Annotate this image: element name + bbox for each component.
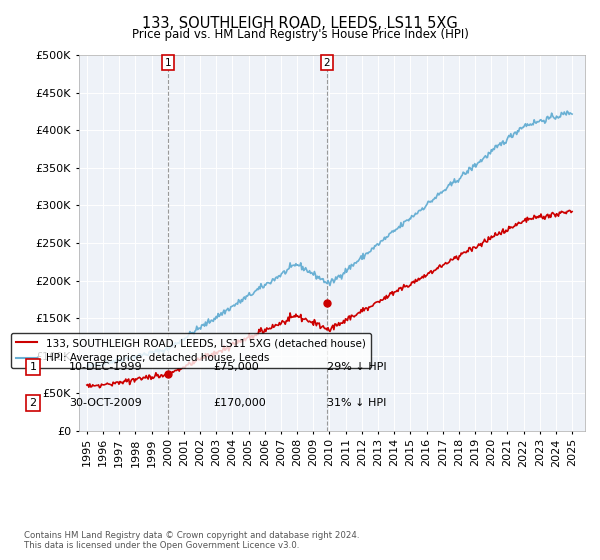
Text: 1: 1 bbox=[29, 362, 37, 372]
Text: 1: 1 bbox=[164, 58, 171, 68]
Text: 2: 2 bbox=[29, 398, 37, 408]
Legend: 133, SOUTHLEIGH ROAD, LEEDS, LS11 5XG (detached house), HPI: Average price, deta: 133, SOUTHLEIGH ROAD, LEEDS, LS11 5XG (d… bbox=[11, 333, 371, 368]
Text: 133, SOUTHLEIGH ROAD, LEEDS, LS11 5XG: 133, SOUTHLEIGH ROAD, LEEDS, LS11 5XG bbox=[142, 16, 458, 31]
Text: 2: 2 bbox=[323, 58, 330, 68]
Text: Price paid vs. HM Land Registry's House Price Index (HPI): Price paid vs. HM Land Registry's House … bbox=[131, 28, 469, 41]
Text: 29% ↓ HPI: 29% ↓ HPI bbox=[327, 362, 386, 372]
Text: Contains HM Land Registry data © Crown copyright and database right 2024.
This d: Contains HM Land Registry data © Crown c… bbox=[24, 530, 359, 550]
Text: 10-DEC-1999: 10-DEC-1999 bbox=[69, 362, 143, 372]
Text: 31% ↓ HPI: 31% ↓ HPI bbox=[327, 398, 386, 408]
Text: 30-OCT-2009: 30-OCT-2009 bbox=[69, 398, 142, 408]
Text: £75,000: £75,000 bbox=[213, 362, 259, 372]
Text: £170,000: £170,000 bbox=[213, 398, 266, 408]
